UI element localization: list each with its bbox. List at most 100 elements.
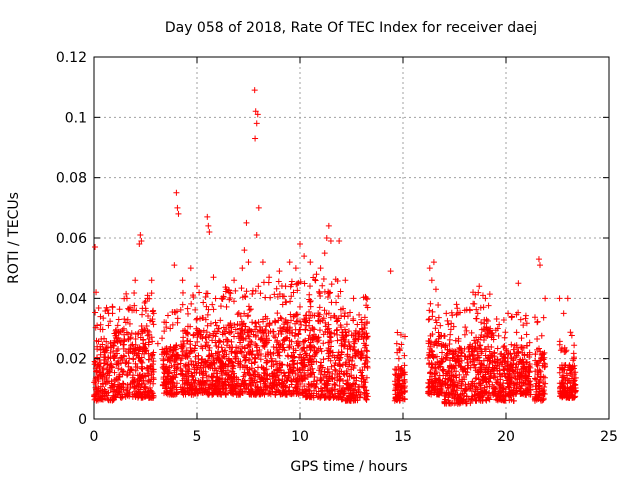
data-point <box>326 348 333 355</box>
data-point <box>224 336 231 343</box>
data-point <box>273 366 280 373</box>
data-point <box>227 294 234 301</box>
data-point <box>570 355 577 362</box>
data-point <box>187 384 194 391</box>
data-point <box>357 355 364 362</box>
data-point <box>331 374 338 381</box>
data-point <box>241 377 248 384</box>
data-point <box>210 306 217 313</box>
data-point <box>212 295 219 302</box>
data-point <box>177 306 184 313</box>
data-point <box>123 290 130 297</box>
data-point <box>257 356 264 363</box>
data-point <box>174 351 181 358</box>
data-point <box>282 391 289 398</box>
data-point <box>273 344 280 351</box>
grid <box>94 57 609 419</box>
data-point <box>264 350 271 357</box>
data-point <box>233 380 240 387</box>
data-point <box>217 338 224 345</box>
data-point <box>112 376 119 383</box>
data-point <box>301 338 308 345</box>
data-point <box>168 362 175 369</box>
data-point <box>134 364 141 371</box>
data-point <box>253 323 260 330</box>
data-point <box>393 340 400 347</box>
data-point <box>188 300 195 307</box>
data-point <box>201 380 208 387</box>
data-point <box>308 370 315 377</box>
data-point <box>329 349 336 356</box>
data-point <box>435 301 442 308</box>
data-point <box>248 390 255 397</box>
data-point <box>340 394 347 401</box>
data-point <box>142 385 149 392</box>
data-point <box>130 307 137 314</box>
data-point <box>326 289 333 296</box>
data-point <box>297 278 304 285</box>
data-point <box>262 326 269 333</box>
data-point <box>333 318 340 325</box>
data-point <box>294 280 301 287</box>
data-point <box>113 347 120 354</box>
data-point <box>278 315 285 322</box>
data-point <box>248 360 255 367</box>
data-point <box>238 380 245 387</box>
data-point <box>143 347 150 354</box>
data-point <box>345 338 352 345</box>
data-point <box>352 330 359 337</box>
data-point <box>274 360 281 367</box>
data-point <box>327 388 334 395</box>
data-point <box>226 344 233 351</box>
x-tick-label: 0 <box>90 429 99 445</box>
data-point <box>97 383 104 390</box>
data-point <box>327 357 334 364</box>
data-point <box>175 210 182 217</box>
data-point <box>203 329 210 336</box>
data-point <box>310 380 317 387</box>
data-point <box>317 374 324 381</box>
data-point <box>215 325 222 332</box>
data-point <box>230 370 237 377</box>
data-point <box>353 374 360 381</box>
data-point <box>325 350 332 357</box>
data-point <box>259 259 266 266</box>
data-point <box>196 370 203 377</box>
data-point <box>186 350 193 357</box>
data-point <box>125 391 132 398</box>
data-point <box>360 376 367 383</box>
data-point <box>261 337 268 344</box>
data-point <box>167 325 174 332</box>
data-point <box>115 365 122 372</box>
data-point <box>350 295 357 302</box>
data-point <box>287 298 294 305</box>
data-point <box>174 319 181 326</box>
data-point <box>309 333 316 340</box>
data-point <box>203 387 210 394</box>
data-point <box>277 325 284 332</box>
data-point <box>556 295 563 302</box>
data-point <box>246 306 253 313</box>
data-point <box>261 380 268 387</box>
data-point <box>94 354 101 361</box>
data-point <box>313 335 320 342</box>
data-point <box>231 333 238 340</box>
data-point <box>228 350 235 357</box>
data-point <box>322 323 329 330</box>
data-point <box>171 262 178 269</box>
data-point <box>307 392 314 399</box>
data-point <box>315 313 322 320</box>
data-point <box>295 342 302 349</box>
data-point <box>334 326 341 333</box>
data-point <box>184 361 191 368</box>
data-point <box>338 348 345 355</box>
data-point <box>501 334 508 341</box>
data-point <box>266 322 273 329</box>
data-point <box>401 352 408 359</box>
data-point <box>325 222 332 229</box>
data-point <box>493 316 500 323</box>
data-point <box>306 352 313 359</box>
data-point <box>212 333 219 340</box>
data-point <box>123 329 130 336</box>
data-point <box>284 352 291 359</box>
